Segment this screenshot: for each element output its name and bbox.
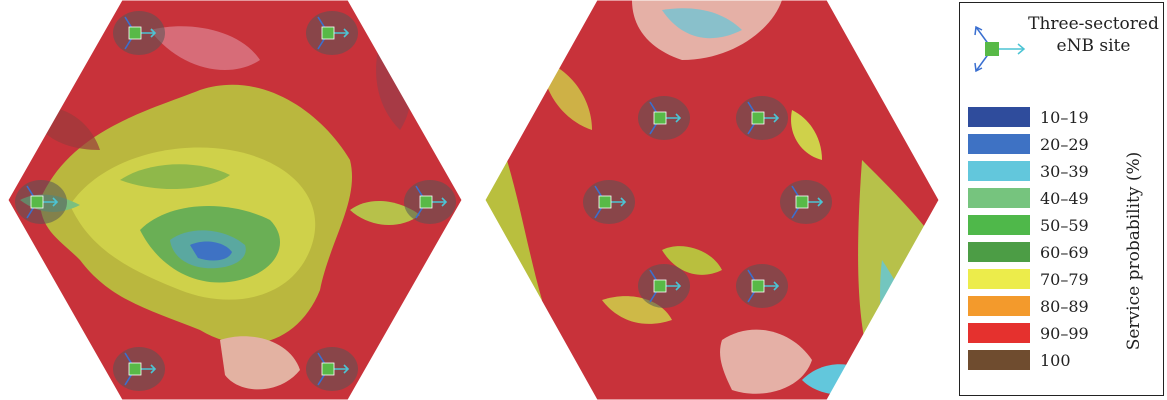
scale-row: 10–19 bbox=[968, 107, 1089, 127]
scale-row: 50–59 bbox=[968, 215, 1089, 235]
enb-site-marker bbox=[780, 180, 832, 224]
scale-swatch bbox=[968, 350, 1030, 370]
scale-swatch bbox=[968, 188, 1030, 208]
enb-site-marker bbox=[15, 180, 67, 224]
scale-title: Service probability (%) bbox=[1124, 151, 1144, 351]
scale-swatch bbox=[968, 134, 1030, 154]
scale-row: 90–99 bbox=[968, 323, 1089, 343]
site-key-label-line2: eNB site bbox=[1056, 36, 1131, 56]
scale-label: 40–49 bbox=[1040, 188, 1089, 208]
enb-site-marker bbox=[736, 96, 788, 140]
enb-site-marker bbox=[306, 11, 358, 55]
scale-row: 30–39 bbox=[968, 161, 1089, 181]
enb-site-marker bbox=[736, 264, 788, 308]
scale-row: 100 bbox=[968, 350, 1071, 370]
enb-site-marker bbox=[306, 347, 358, 391]
scale-swatch bbox=[968, 215, 1030, 235]
enb-site-marker bbox=[113, 11, 165, 55]
site-key-label-line1: Three-sectored bbox=[1028, 14, 1159, 34]
enb-site-marker bbox=[638, 264, 690, 308]
enb-site-marker bbox=[404, 180, 456, 224]
map-legend: Three-sectored eNB site 10–19 20–29 30–39 4… bbox=[959, 2, 1164, 396]
scale-row: 70–79 bbox=[968, 269, 1089, 289]
scale-row: 40–49 bbox=[968, 188, 1089, 208]
enb-site-marker bbox=[638, 96, 690, 140]
coverage-map-left bbox=[7, 0, 463, 400]
scale-swatch bbox=[968, 107, 1030, 127]
scale-label: 10–19 bbox=[1040, 107, 1089, 127]
scale-label: 30–39 bbox=[1040, 161, 1089, 181]
scale-swatch bbox=[968, 161, 1030, 181]
coverage-map-right bbox=[484, 0, 940, 400]
scale-row: 20–29 bbox=[968, 134, 1089, 154]
scale-label: 80–89 bbox=[1040, 296, 1089, 316]
scale-swatch bbox=[968, 323, 1030, 343]
scale-swatch bbox=[968, 242, 1030, 262]
scale-label: 100 bbox=[1040, 350, 1071, 370]
scale-swatch bbox=[968, 269, 1030, 289]
three-sectored-site-icon bbox=[974, 25, 1026, 73]
scale-label: 70–79 bbox=[1040, 269, 1089, 289]
enb-site-marker bbox=[583, 180, 635, 224]
scale-label: 60–69 bbox=[1040, 242, 1089, 262]
enb-site-marker bbox=[113, 347, 165, 391]
scale-row: 80–89 bbox=[968, 296, 1089, 316]
scale-row: 60–69 bbox=[968, 242, 1089, 262]
scale-label: 50–59 bbox=[1040, 215, 1089, 235]
site-key-label: Three-sectored eNB site bbox=[1026, 13, 1161, 57]
scale-label: 90–99 bbox=[1040, 323, 1089, 343]
scale-label: 20–29 bbox=[1040, 134, 1089, 154]
scale-swatch bbox=[968, 296, 1030, 316]
